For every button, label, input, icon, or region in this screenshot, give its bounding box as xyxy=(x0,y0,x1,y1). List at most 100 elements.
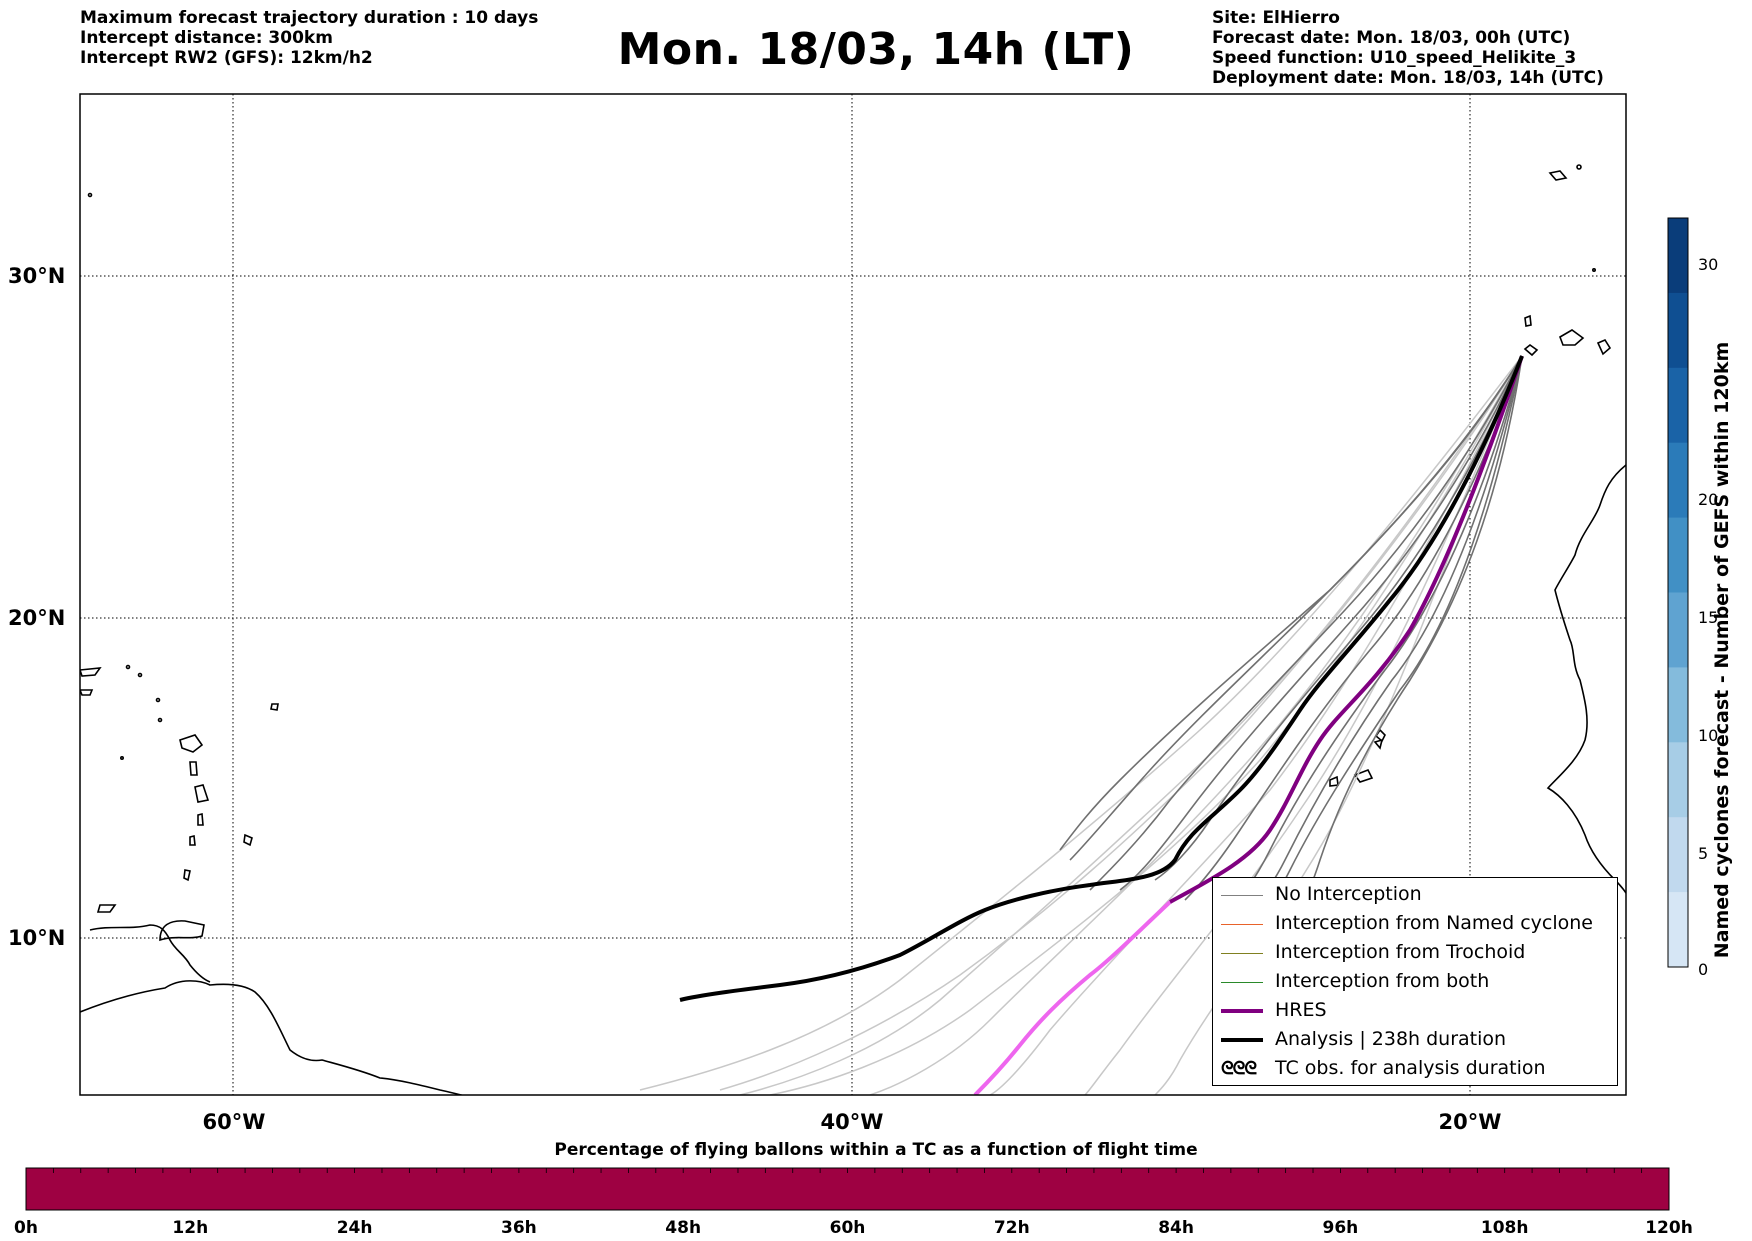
percentage-bar-tick-label: 120h xyxy=(1645,1218,1693,1238)
percentage-bar-tick-label: 36h xyxy=(501,1218,537,1238)
lon-tick-40: 40°W xyxy=(820,1110,884,1134)
percentage-bar-tick-label: 108h xyxy=(1480,1218,1529,1238)
ensemble-track xyxy=(1069,355,1523,861)
map-title: Mon. 18/03, 14h (LT) xyxy=(617,24,1135,75)
ensemble-track xyxy=(1249,355,1523,906)
canary-islands-3 xyxy=(1596,338,1612,356)
ensemble-track xyxy=(1059,355,1523,851)
colorbar-tick-5: 5 xyxy=(1698,844,1709,863)
lon-tick-20: 20°W xyxy=(1438,1110,1502,1134)
colorbar-tick-10: 10 xyxy=(1698,726,1719,745)
small-islet xyxy=(1592,267,1597,272)
legend-label: Interception from Named cyclone xyxy=(1275,912,1593,934)
small-islet xyxy=(1576,164,1582,170)
colorbar-segment xyxy=(1668,292,1688,369)
colorbar-segment xyxy=(1668,817,1688,893)
antilles-1 xyxy=(80,667,102,677)
dominica-island xyxy=(189,761,198,776)
intercept-rw2-text: Intercept RW2 (GFS): 12km/h2 xyxy=(80,48,373,68)
legend-item-no-interception: No Interception xyxy=(1213,882,1617,910)
tobago-island xyxy=(96,904,117,913)
legend-label: HRES xyxy=(1275,999,1327,1021)
martinique-island xyxy=(194,784,210,803)
guadeloupe-island xyxy=(179,734,204,753)
colorbar-segment xyxy=(1668,592,1688,668)
legend-item-analysis: Analysis | 238h duration xyxy=(1213,1027,1617,1055)
madeira-island xyxy=(1548,170,1568,181)
percentage-bar xyxy=(25,1167,1670,1211)
ensemble-track xyxy=(719,355,1523,1091)
trinidad-island xyxy=(159,920,205,942)
ensemble-track xyxy=(1119,355,1523,891)
colorbar-tick-0: 0 xyxy=(1698,960,1709,979)
st-vincent-island xyxy=(189,835,196,846)
legend-item-tc-obs: ᘓᘓᘓ TC obs. for analysis duration xyxy=(1213,1056,1617,1084)
small-islet xyxy=(120,755,125,760)
trajectories xyxy=(639,355,1524,1095)
colorbar-segment xyxy=(1668,517,1688,593)
venezuela-coast xyxy=(89,924,211,983)
percentage-bar-tick-label: 12h xyxy=(172,1218,209,1238)
legend-item-both: Interception from both xyxy=(1213,969,1617,997)
max-duration-text: Maximum forecast trajectory duration : 1… xyxy=(80,8,539,28)
colorbar-segment xyxy=(1668,892,1688,968)
ensemble-track xyxy=(739,355,1523,1095)
ensemble-track xyxy=(1299,355,1523,911)
percentage-bar-tick-label: 84h xyxy=(1158,1218,1194,1238)
colorbar-segment xyxy=(1668,742,1688,818)
colorbar-segment xyxy=(1668,667,1688,743)
hres-extended-track xyxy=(973,900,1172,1095)
colorbar-segment xyxy=(1668,367,1688,444)
colorbar-tick-20: 20 xyxy=(1698,490,1719,509)
deployment-date-text: Deployment date: Mon. 18/03, 14h (UTC) xyxy=(1212,68,1604,88)
lon-tick-60: 60°W xyxy=(202,1110,266,1134)
forecast-date-text: Forecast date: Mon. 18/03, 00h (UTC) xyxy=(1212,28,1571,48)
percentage-bar-tick-label: 48h xyxy=(665,1218,702,1238)
ensemble-track xyxy=(1184,355,1523,901)
barbados-island xyxy=(243,833,253,847)
ensemble-track xyxy=(1259,355,1523,916)
tc-symbol-icon: ᘓᘓᘓ xyxy=(1221,1058,1257,1079)
canary-islands-4 xyxy=(1524,314,1532,327)
ensemble-track xyxy=(1224,355,1523,916)
legend-item-named-cyclone: Interception from Named cyclone xyxy=(1213,911,1617,939)
cyclone-colorbar xyxy=(1667,217,1689,968)
south-america-coast xyxy=(80,980,465,1095)
legend-label: Interception from Trochoid xyxy=(1275,941,1526,963)
lat-tick-10: 10°N xyxy=(8,926,66,950)
africa-coast xyxy=(1546,464,1626,894)
lat-tick-20: 20°N xyxy=(8,606,66,630)
legend-label: No Interception xyxy=(1275,883,1422,905)
map-frame xyxy=(79,93,1627,1096)
coastlines xyxy=(80,164,1626,1095)
map-legend: No Interception Interception from Named … xyxy=(1212,877,1618,1086)
colorbar-segment xyxy=(1668,442,1688,519)
percentage-bar-fill xyxy=(25,1167,1670,1211)
colorbar-tick-15: 15 xyxy=(1698,608,1719,627)
grenada-island xyxy=(183,869,191,882)
small-islet xyxy=(155,697,161,703)
colorbar-label: Named cyclones forecast - Number of GEFS… xyxy=(1711,341,1733,959)
small-islet xyxy=(137,672,143,678)
hres-track xyxy=(1169,355,1524,904)
ensemble-track xyxy=(1154,355,1523,881)
legend-swatch xyxy=(1221,1009,1263,1013)
percentage-bar-tick-label: 72h xyxy=(993,1218,1030,1238)
canary-islands-1 xyxy=(1523,343,1539,357)
header-left-info: Maximum forecast trajectory duration : 1… xyxy=(80,8,538,68)
percentage-bar-tick-label: 96h xyxy=(1322,1218,1359,1238)
legend-item-hres: HRES xyxy=(1213,998,1617,1026)
cape-verde-4 xyxy=(1373,738,1384,750)
intercept-distance-text: Intercept distance: 300km xyxy=(80,28,333,48)
small-islet xyxy=(87,192,93,198)
header-right-info: Site: ElHierro Forecast date: Mon. 18/03… xyxy=(1212,8,1604,88)
ensemble-track xyxy=(869,355,1523,1095)
antigua-island xyxy=(270,703,279,711)
legend-swatch xyxy=(1221,924,1263,925)
ensemble-track xyxy=(1089,355,1523,891)
colorbar-tick-30: 30 xyxy=(1698,255,1719,274)
canary-islands-2 xyxy=(1559,329,1585,346)
site-text: Site: ElHierro xyxy=(1212,8,1340,28)
dark-ensemble-tracks xyxy=(1059,355,1523,916)
